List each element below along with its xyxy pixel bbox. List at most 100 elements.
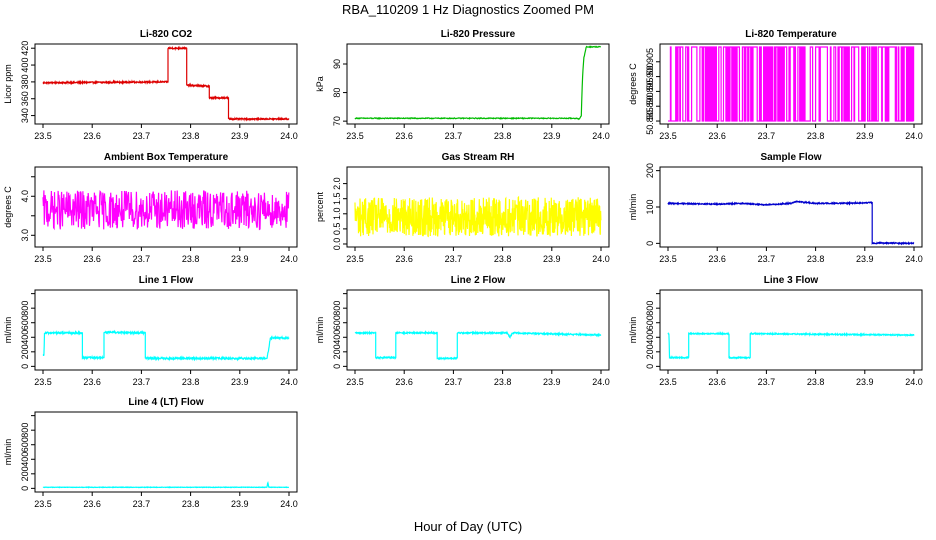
panel-6: Line 1 Flow ml/min 23.5 23.6 23.7 23.8 23.9 24.… [3,275,298,387]
panel-7: Line 2 Flow ml/min 23.5 23.6 23.7 23.8 23.9 24.… [315,275,610,387]
y-axis-label: Licor ppm [3,64,13,104]
figure-xlabel: Hour of Day (UTC) [414,519,522,534]
x-tick-label: 23.7 [445,131,463,141]
panels-group: Li-820 CO2 Licor ppm 23.5 23.6 23.7 23.8 23.9 2… [3,29,923,509]
y-tick-label: 200 [645,344,655,359]
y-tick-label: 80 [332,88,342,98]
y-tick-label: 100 [645,199,655,214]
x-tick-label: 23.6 [395,131,413,141]
y-tick-label: 400 [20,58,30,73]
panel-title: Ambient Box Temperature [104,152,229,163]
y-tick-label: 0 [645,364,655,369]
x-tick-label: 24.0 [280,131,298,141]
x-tick-label: 23.6 [395,254,413,264]
series-line [667,200,915,246]
x-tick-label: 24.0 [280,377,298,387]
y-tick-label: 400 [20,330,30,345]
plot-frame [346,289,610,371]
y-tick-label: 2.0 [332,177,342,190]
y-tick-label: 1.5 [332,192,342,205]
plot-frame [346,43,610,125]
plot-frame [659,43,923,125]
panel-5: Sample Flow ml/min 23.5 23.6 23.7 23.8 23.9 24.… [628,152,923,264]
x-tick-label: 23.8 [182,499,200,509]
x-tick-label: 23.9 [856,254,874,264]
panel-title: Line 3 Flow [764,275,819,286]
y-tick-label: 800 [332,301,342,316]
y-tick-label: 800 [20,301,30,316]
y-tick-label: 420 [20,41,30,56]
x-tick-label: 24.0 [280,254,298,264]
x-tick-label: 23.9 [231,254,249,264]
plot-frame [34,289,298,371]
x-tick-label: 23.6 [83,131,101,141]
panel-3: Ambient Box Temperature degrees C 23.5 23.6… [3,152,298,264]
y-tick-label: 200 [20,344,30,359]
x-tick-label: 23.8 [807,254,825,264]
x-tick-label: 24.0 [280,499,298,509]
y-tick-label: 360 [20,91,30,106]
panel-title: Line 4 (LT) Flow [128,397,204,408]
series-line [668,46,915,122]
x-tick-label: 24.0 [592,377,610,387]
y-tick-label: 4.0 [20,190,30,203]
series-line [354,45,602,121]
y-tick-label: 800 [645,301,655,316]
y-tick-label: 0.5 [332,223,342,236]
x-tick-label: 23.8 [182,131,200,141]
x-tick-label: 23.7 [758,377,776,387]
panel-title: Line 2 Flow [451,275,506,286]
y-tick-label: 50.905 [645,48,655,76]
x-tick-label: 23.9 [856,377,874,387]
series-line [667,331,915,360]
y-tick-label: 400 [20,452,30,467]
x-tick-label: 23.8 [807,377,825,387]
panel-title: Line 1 Flow [139,275,194,286]
y-tick-label: 90 [332,59,342,69]
panel-1: Li-820 Pressure kPa 23.5 23.6 23.7 23.8 23.9 24… [315,29,610,141]
plot-frame [34,166,298,248]
panel-9: Line 4 (LT) Flow ml/min 23.5 23.6 23.7 23.8 23… [3,397,298,509]
panel-title: Li-820 Temperature [745,29,837,40]
series-line [42,190,290,231]
x-tick-label: 23.7 [133,131,151,141]
y-tick-label: 70 [332,116,342,126]
x-tick-label: 23.5 [346,254,364,264]
x-tick-label: 23.7 [445,377,463,387]
x-tick-label: 24.0 [592,131,610,141]
series-line [42,481,289,489]
panel-title: Li-820 Pressure [441,29,516,40]
y-axis-label: percent [315,191,325,222]
y-tick-label: 3.0 [20,229,30,242]
y-axis-label: degrees C [628,63,638,105]
x-tick-label: 23.6 [83,254,101,264]
figure-title: RBA_110209 1 Hz Diagnostics Zoomed PM [342,2,594,17]
x-tick-label: 23.6 [708,254,726,264]
y-tick-label: 600 [20,437,30,452]
x-tick-label: 23.6 [83,377,101,387]
x-tick-label: 23.9 [231,499,249,509]
x-tick-label: 23.8 [182,377,200,387]
y-tick-label: 380 [20,74,30,89]
y-tick-label: 0 [645,241,655,246]
x-tick-label: 23.9 [543,377,561,387]
x-tick-label: 23.5 [34,131,52,141]
y-tick-label: 200 [332,344,342,359]
x-tick-label: 23.5 [659,377,677,387]
x-tick-label: 23.7 [133,254,151,264]
x-tick-label: 24.0 [905,131,923,141]
x-tick-label: 23.8 [494,131,512,141]
y-tick-label: 50.900 [645,63,655,91]
y-tick-label: 340 [20,108,30,123]
y-axis-label: kPa [315,76,325,92]
y-tick-label: 1.0 [332,208,342,221]
panel-4: Gas Stream RH percent 23.5 23.6 23.7 23.8 23.9… [315,152,610,264]
plot-frame [346,166,610,248]
y-tick-label: 600 [20,315,30,330]
y-axis-label: ml/min [3,317,13,344]
x-tick-label: 24.0 [905,377,923,387]
plot-frame [34,411,298,493]
x-tick-label: 23.6 [708,377,726,387]
series-line [42,329,290,362]
x-tick-label: 23.8 [807,131,825,141]
